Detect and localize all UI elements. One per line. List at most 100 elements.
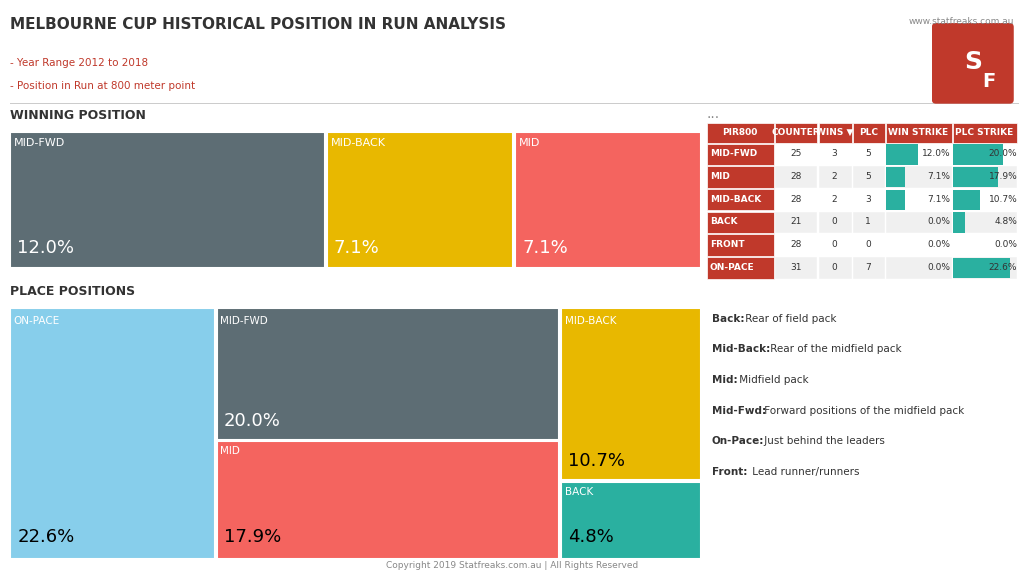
FancyBboxPatch shape [515,132,701,268]
Text: BACK: BACK [710,217,737,226]
Bar [886,166,951,188]
Text: MID-FWD: MID-FWD [13,138,65,148]
Text: BACK: BACK [565,487,593,497]
FancyBboxPatch shape [561,482,701,559]
FancyBboxPatch shape [932,23,1014,104]
Text: 4.8%: 4.8% [568,528,614,546]
Bar [819,212,852,233]
Bar [953,166,1017,188]
Text: Forward positions of the midfield pack: Forward positions of the midfield pack [761,406,964,415]
Bar [853,257,885,279]
Text: ON-PACE: ON-PACE [13,316,60,325]
Text: WIN STRIKE: WIN STRIKE [888,127,948,137]
FancyBboxPatch shape [217,308,559,439]
Text: 22.6%: 22.6% [17,528,75,546]
Bar [775,143,817,165]
Text: 0.0%: 0.0% [927,263,950,272]
Text: 0: 0 [865,240,871,249]
Bar [819,234,852,256]
Text: 2: 2 [831,195,838,203]
Text: PLC: PLC [859,127,878,137]
Bar [953,144,1004,165]
Text: 0.0%: 0.0% [927,240,950,249]
Text: PLC STRIKE: PLC STRIKE [955,127,1014,137]
Bar [707,257,774,279]
FancyBboxPatch shape [217,441,559,559]
Bar [853,143,885,165]
Text: MID-BACK: MID-BACK [331,138,385,148]
Text: - Position in Run at 800 meter point: - Position in Run at 800 meter point [10,81,196,90]
Bar [886,190,905,210]
Text: 0: 0 [831,217,838,226]
Bar [953,143,1017,165]
Bar [886,212,951,233]
Text: MID-FWD: MID-FWD [220,316,268,325]
Text: 0: 0 [831,240,838,249]
Text: Copyright 2019 Statfreaks.com.au | All Rights Reserved: Copyright 2019 Statfreaks.com.au | All R… [386,561,638,570]
Text: 31: 31 [790,263,802,272]
Text: Back:: Back: [712,314,744,324]
Text: 12.0%: 12.0% [17,239,74,257]
Text: Mid:: Mid: [712,375,737,385]
Text: 17.9%: 17.9% [988,172,1017,181]
Text: ON-PACE: ON-PACE [710,263,755,272]
Bar [953,213,966,233]
Bar [953,189,1017,210]
FancyBboxPatch shape [327,132,513,268]
Bar [819,123,852,143]
Text: Just behind the leaders: Just behind the leaders [761,436,885,446]
Text: 22.6%: 22.6% [989,263,1017,272]
Bar [775,257,817,279]
Text: Rear of field pack: Rear of field pack [742,314,837,324]
Bar [775,123,817,143]
Text: PLACE POSITIONS: PLACE POSITIONS [10,285,135,298]
Text: COUNTER: COUNTER [771,127,820,137]
Text: 2: 2 [831,172,838,181]
Bar [853,123,885,143]
Text: 28: 28 [790,240,801,249]
FancyBboxPatch shape [10,308,215,559]
Bar [775,189,817,210]
Text: 10.7%: 10.7% [568,452,626,471]
Text: 4.8%: 4.8% [994,217,1017,226]
Text: 25: 25 [790,149,801,158]
Text: Lead runner/runners: Lead runner/runners [749,467,859,476]
Text: 20.0%: 20.0% [223,412,281,430]
Bar [819,189,852,210]
Bar [886,167,905,187]
FancyBboxPatch shape [10,132,325,268]
Bar [953,234,1017,256]
Text: 20.0%: 20.0% [989,149,1017,158]
Bar [886,123,951,143]
Text: 28: 28 [790,172,801,181]
Text: Rear of the midfield pack: Rear of the midfield pack [767,344,901,354]
Text: 17.9%: 17.9% [223,528,281,546]
Bar [775,234,817,256]
FancyBboxPatch shape [561,308,701,480]
Bar [707,234,774,256]
Bar [953,258,1010,278]
Text: 3: 3 [865,195,871,203]
Bar [853,166,885,188]
Text: 7.1%: 7.1% [927,172,950,181]
Text: 1: 1 [865,217,871,226]
Text: 21: 21 [790,217,801,226]
Bar [953,123,1017,143]
Text: 7.1%: 7.1% [927,195,950,203]
Bar [953,212,1017,233]
Text: MID: MID [710,172,729,181]
Text: ...: ... [707,107,720,120]
Text: S: S [964,50,982,74]
Bar [707,123,774,143]
Text: On-Pace:: On-Pace: [712,436,764,446]
Bar [886,189,951,210]
Bar [886,257,951,279]
Bar [853,234,885,256]
Text: 10.7%: 10.7% [988,195,1017,203]
Bar [707,143,774,165]
Bar [853,189,885,210]
Text: Mid-Back:: Mid-Back: [712,344,770,354]
Text: 0.0%: 0.0% [927,217,950,226]
Text: MID: MID [220,446,240,456]
Text: 5: 5 [865,172,871,181]
